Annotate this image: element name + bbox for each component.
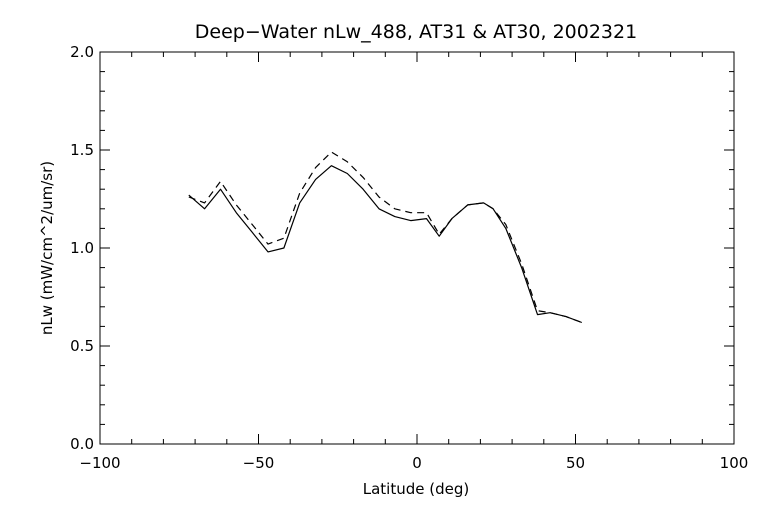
series-line-solid bbox=[188, 165, 583, 324]
ticks-layer bbox=[99, 51, 735, 445]
plot-frame bbox=[99, 51, 735, 445]
y-tick-label: 2.0 bbox=[70, 43, 94, 61]
series-line-dashed bbox=[188, 151, 583, 324]
x-tick-label: −50 bbox=[243, 454, 275, 472]
x-axis-label: Latitude (deg) bbox=[363, 480, 469, 498]
tick-labels-layer: −100 −50 0 50 100 0.0 0.5 1.0 1.5 2.0 bbox=[70, 43, 748, 472]
y-tick-label: 1.5 bbox=[70, 141, 94, 159]
chart-title: Deep−Water nLw_488, AT31 & AT30, 2002321 bbox=[195, 21, 637, 43]
y-axis-label: nLw (mW/cm^2/um/sr) bbox=[38, 161, 56, 335]
y-tick-label: 1.0 bbox=[70, 239, 94, 257]
x-tick-label: 50 bbox=[566, 454, 585, 472]
y-tick-label: 0.0 bbox=[70, 435, 94, 453]
x-tick-label: 100 bbox=[720, 454, 749, 472]
x-tick-label: 0 bbox=[412, 454, 422, 472]
x-tick-label: −100 bbox=[79, 454, 120, 472]
y-tick-label: 0.5 bbox=[70, 337, 94, 355]
series-layer bbox=[188, 151, 583, 324]
